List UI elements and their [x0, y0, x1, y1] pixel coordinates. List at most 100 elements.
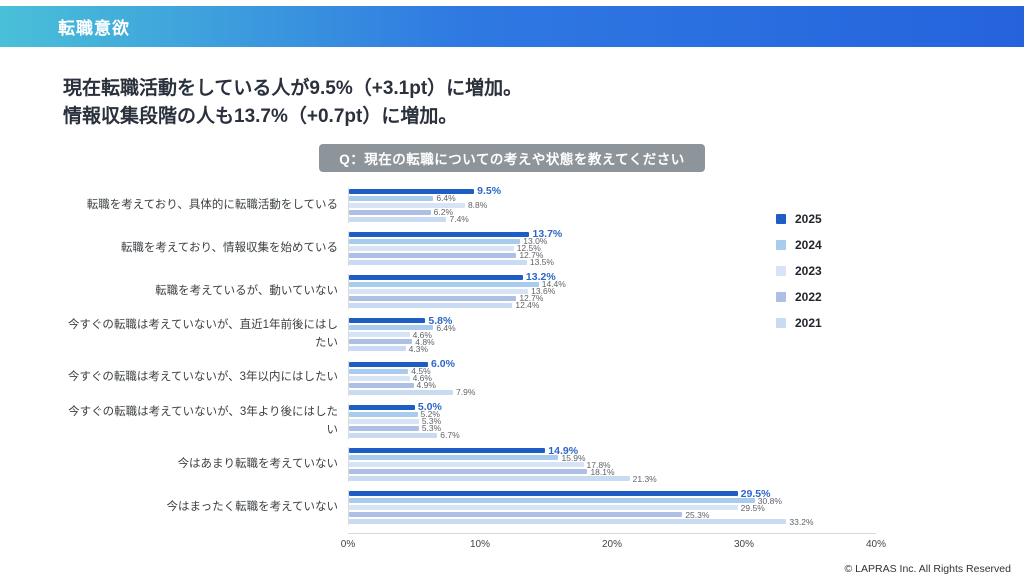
- legend-label-2023: 2023: [795, 264, 822, 279]
- bar-2022: [349, 512, 683, 518]
- chart-row: 今はまったく転職を考えていない 29.5% 30.8% 29.5% 25.3% 33.2%: [64, 489, 1014, 527]
- bar-line-2023: 13.6%: [349, 286, 876, 297]
- bar-2022: [349, 469, 588, 475]
- category-label: 今すぐの転職は考えていないが、直近1年前後にはしたい: [67, 319, 338, 349]
- bar-2022: [349, 253, 517, 259]
- bar-line-2025: 13.7%: [349, 229, 876, 239]
- question-badge-row: Q：現在の転職についての考えや状態を教えてください: [0, 144, 1024, 173]
- bar-2023: [349, 246, 514, 252]
- bar-line-2022: 12.7%: [349, 294, 876, 302]
- bar-group: 13.7% 13.0% 12.5% 12.7% 13.5%: [348, 229, 876, 266]
- bar-line-2021: 12.4%: [349, 300, 876, 311]
- legend-swatch-2025: [776, 214, 786, 225]
- bar-line-2021: 21.3%: [349, 473, 876, 484]
- headline: 現在転職活動をしている人が9.5%（+3.1pt）に増加。 情報収集段階の人も1…: [63, 75, 1024, 130]
- copyright: © LAPRAS Inc. All Rights Reserved: [844, 563, 1011, 575]
- chart-row: 転職を考えており、情報収集を始めている 13.7% 13.0% 12.5% 12.7% 1…: [64, 229, 1014, 266]
- header-bar: 転職意欲: [0, 6, 1024, 47]
- axis-tick: 40%: [865, 539, 887, 551]
- bar-2025: [349, 189, 475, 195]
- bar-line-2024: 15.9%: [349, 452, 876, 463]
- axis-tick: 20%: [601, 539, 623, 551]
- chart-row: 今はあまり転職を考えていない 14.9% 15.9% 17.8% 18.1% 21.3%: [64, 444, 1014, 484]
- bar-2024: [349, 368, 409, 374]
- bar-line-2025: 13.2%: [349, 271, 876, 284]
- value-label-2025: 13.2%: [525, 271, 556, 284]
- bar-line-2024: 14.4%: [349, 279, 876, 290]
- question-badge: Q：現在の転職についての考えや状態を教えてください: [319, 144, 705, 173]
- bar-2024: [349, 412, 418, 418]
- legend-item-2025: 2025: [776, 212, 822, 226]
- value-label-2024: 6.4%: [436, 193, 456, 204]
- bar-line-2022: 4.8%: [349, 336, 876, 347]
- bar-2021: [349, 389, 454, 395]
- bar-2023: [349, 375, 410, 381]
- value-label-2023: 29.5%: [740, 502, 765, 513]
- plot-area: 転職を考えており、具体的に転職活動をしている 9.5% 6.4% 8.8% 6.2% 7.…: [64, 185, 1014, 527]
- value-label-2024: 15.9%: [561, 452, 586, 463]
- bar-line-2022: 6.2%: [349, 207, 876, 218]
- axis-tick: 0%: [340, 539, 356, 551]
- value-label-2021: 12.4%: [515, 300, 540, 311]
- bar-chart: 転職を考えており、具体的に転職活動をしている 9.5% 6.4% 8.8% 6.2% 7.…: [64, 185, 1014, 551]
- value-label-2022: 25.3%: [685, 509, 710, 520]
- value-label-2022: 12.7%: [519, 250, 544, 261]
- bar-2025: [349, 448, 546, 454]
- value-label-2025: 5.0%: [417, 401, 442, 414]
- value-label-2024: 14.4%: [541, 279, 566, 290]
- chart-row: 今すぐの転職は考えていないが、3年以内にはしたい 6.0% 4.5% 4.6% 4.9%…: [64, 357, 1014, 396]
- bar-line-2022: 12.7%: [349, 250, 876, 261]
- bar-line-2024: 13.0%: [349, 237, 876, 245]
- value-label-2022: 4.9%: [416, 379, 436, 390]
- value-label-2025: 9.5%: [477, 185, 502, 198]
- bar-2024: [349, 498, 755, 504]
- value-label-2021: 33.2%: [789, 516, 814, 527]
- value-label-2024: 30.8%: [757, 495, 782, 506]
- value-label-2024: 6.4%: [436, 322, 456, 333]
- value-label-2021: 6.7%: [440, 430, 460, 441]
- chart-legend: 2025 2024 2023 2022 2021: [776, 212, 822, 342]
- legend-item-2021: 2021: [776, 316, 822, 330]
- bar-line-2025: 14.9%: [349, 444, 876, 457]
- value-label-2023: 13.6%: [531, 286, 556, 297]
- value-label-2022: 5.3%: [421, 423, 442, 434]
- x-axis: 0% 10% 20% 30% 40%: [341, 533, 886, 551]
- bar-line-2025: 29.5%: [349, 489, 876, 499]
- bar-2023: [349, 505, 738, 511]
- value-label-2023: 12.5%: [516, 243, 541, 254]
- bar-line-2025: 5.0%: [349, 401, 876, 414]
- bar-2024: [349, 455, 559, 461]
- value-label-2021: 21.3%: [632, 473, 657, 484]
- bar-2021: [349, 260, 527, 266]
- bar-line-2025: 9.5%: [349, 185, 876, 198]
- value-label-2025: 14.9%: [548, 444, 579, 457]
- bar-2021: [349, 303, 513, 309]
- value-label-2025: 6.0%: [431, 357, 455, 370]
- bar-2025: [349, 361, 429, 367]
- bar-line-2021: 7.4%: [349, 214, 876, 225]
- category-label: 今はまったく転職を考えていない: [166, 500, 338, 513]
- bar-2024: [349, 239, 521, 245]
- value-label-2022: 4.8%: [415, 336, 435, 347]
- value-label-2021: 7.4%: [449, 214, 469, 225]
- bar-2023: [349, 289, 529, 295]
- bar-group: 13.2% 14.4% 13.6% 12.7% 12.4%: [348, 271, 876, 311]
- legend-swatch-2022: [776, 292, 786, 303]
- axis-tick: 30%: [733, 539, 755, 551]
- chart-row: 転職を考えており、具体的に転職活動をしている 9.5% 6.4% 8.8% 6.2% 7.…: [64, 185, 1014, 225]
- bar-line-2021: 13.5%: [349, 258, 876, 266]
- bar-2022: [349, 339, 413, 345]
- bar-2024: [349, 282, 539, 288]
- bar-group: 14.9% 15.9% 17.8% 18.1% 21.3%: [348, 444, 876, 484]
- bar-line-2023: 4.6%: [349, 331, 876, 339]
- page-title: 転職意欲: [58, 19, 130, 38]
- bar-group: 5.8% 6.4% 4.6% 4.8% 4.3%: [348, 316, 876, 353]
- value-label-2022: 18.1%: [590, 466, 615, 477]
- bar-line-2024: 6.4%: [349, 193, 876, 204]
- bar-group: 5.0% 5.2% 5.3% 5.3% 6.7%: [348, 401, 876, 441]
- bar-2025: [349, 232, 530, 238]
- bar-2022: [349, 382, 414, 388]
- bar-line-2023: 12.5%: [349, 243, 876, 254]
- bar-line-2022: 4.9%: [349, 379, 876, 390]
- value-label-2022: 6.2%: [433, 207, 454, 218]
